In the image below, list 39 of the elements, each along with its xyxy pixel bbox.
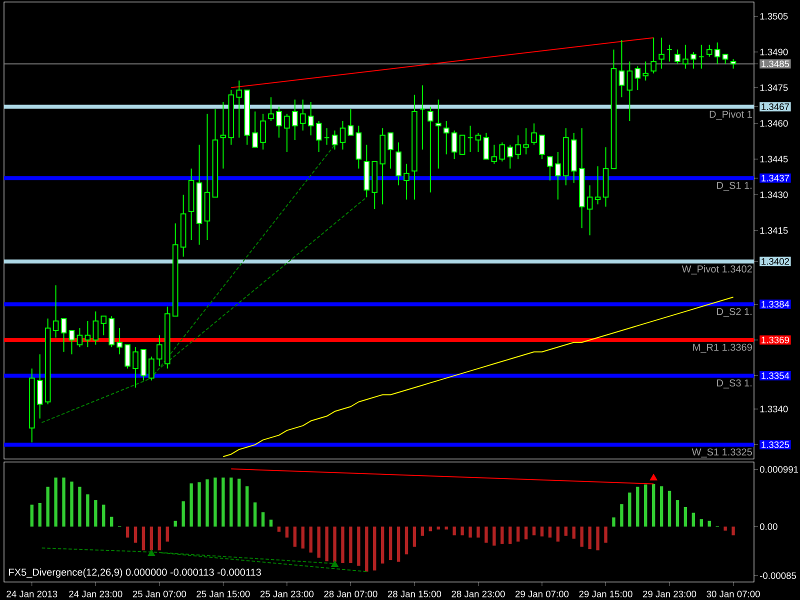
x-tick-label: 29 Jan 07:00 [515, 590, 569, 598]
x-tick-label: 28 Jan 23:00 [452, 590, 505, 598]
x-tick-label: 25 Jan 15:00 [196, 590, 250, 598]
x-tick-label: 28 Jan 07:00 [324, 590, 378, 598]
x-tick-label: 25 Jan 07:00 [132, 590, 186, 598]
x-tick-label: 25 Jan 23:00 [260, 590, 314, 598]
y-tick-label: 1.3467 [762, 103, 790, 110]
x-tick-label: 28 Jan 15:00 [388, 590, 442, 598]
y-tick-label: 0.000991 [760, 466, 798, 473]
y-tick-label: 1.3475 [760, 84, 788, 91]
y-tick-label: 0.00 [760, 523, 778, 530]
y-tick-label: 1.3369 [762, 336, 790, 344]
y-tick-label: 1.3325 [762, 441, 790, 448]
y-tick-label: 1.3402 [762, 258, 790, 265]
y-tick-label: 1.3340 [760, 406, 788, 412]
y-tick-label: 1.3460 [760, 120, 788, 127]
x-tick-label: 30 Jan 07:00 [706, 590, 760, 598]
y-tick-label: 1.3430 [760, 192, 788, 198]
y-tick-label: -0.00085 [760, 572, 796, 579]
x-tick-label: 24 Jan 23:00 [69, 590, 122, 598]
ref-line-label: W_S1 1.3325 [692, 448, 752, 458]
y-tick-label: 1.3384 [762, 300, 790, 308]
y-tick-label: 1.3490 [760, 48, 788, 56]
text: FX5_Divergence(12,26,9) 0.000000 -0.000113 -0.000113 [9, 568, 261, 578]
x-tick-label: 29 Jan 23:00 [642, 590, 696, 598]
x-tick-label: 24 Jan 2013 [6, 590, 58, 598]
ref-line-label: D_S3 1. [717, 379, 752, 388]
ref-line-label: D_S2 1. [717, 308, 752, 317]
x-tick-label: 29 Jan 15:00 [579, 590, 632, 598]
ref-line-label: D_Pivot 1 [710, 110, 752, 120]
y-tick-label: 1.3485 [762, 60, 790, 68]
y-tick-label: 1.3437 [762, 174, 790, 182]
ref-line-label: D_S1 1. [717, 182, 752, 191]
y-tick-label: 1.3354 [762, 372, 790, 379]
y-tick-label: 1.3415 [760, 227, 788, 234]
ref-line-label: M_R1 1.3369 [693, 344, 752, 353]
y-tick-label: 1.3445 [760, 156, 788, 162]
y-tick-label: 1.3505 [760, 12, 788, 20]
ref-line-label: W_Pivot 1.3402 [682, 265, 752, 274]
